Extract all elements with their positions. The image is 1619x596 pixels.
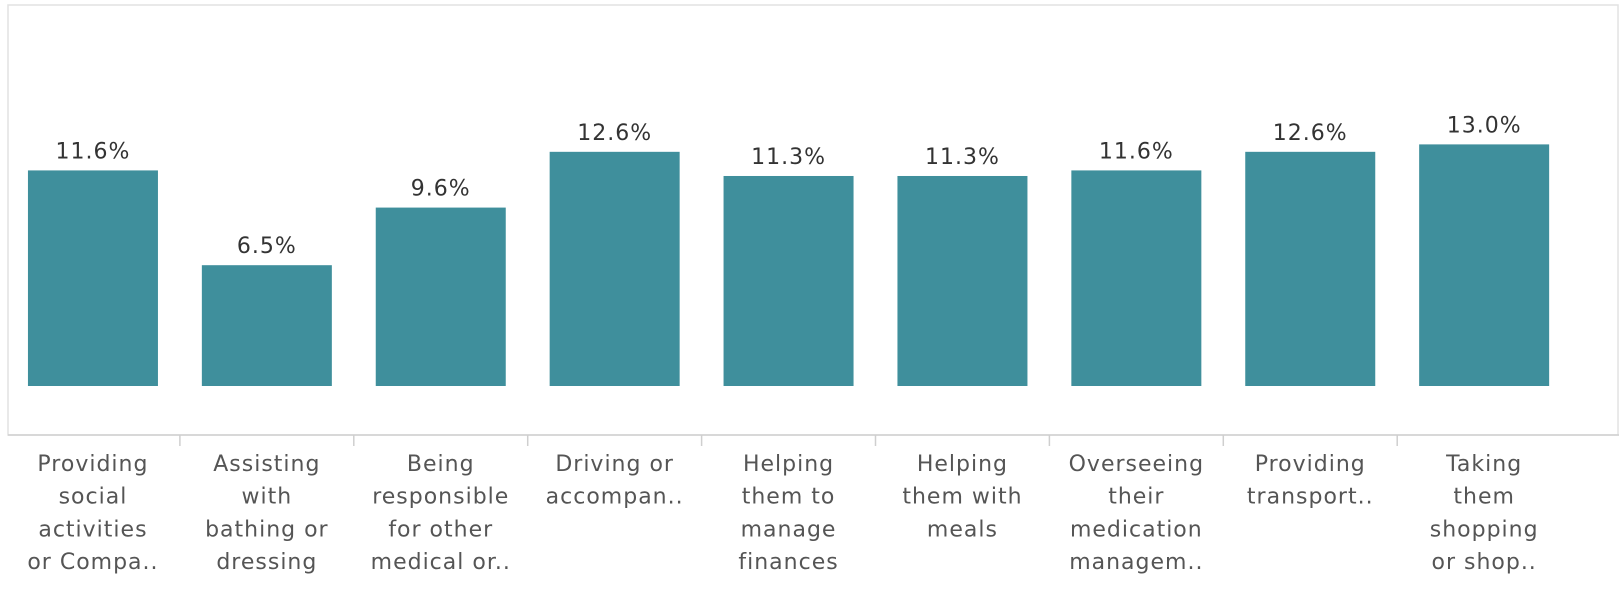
bar xyxy=(1419,144,1550,386)
x-tick-label: Taking xyxy=(1445,452,1522,477)
x-tick-label: Driving or xyxy=(555,452,674,477)
value-label: 11.6% xyxy=(56,139,131,164)
value-label: 11.3% xyxy=(751,145,826,170)
x-tick-label: medical or.. xyxy=(371,550,511,575)
x-tick-label: Being xyxy=(407,452,475,477)
value-label: 6.5% xyxy=(237,234,297,259)
x-tick-label: bathing or xyxy=(205,517,329,542)
x-tick-label: them with xyxy=(902,485,1022,510)
x-tick-label: Helping xyxy=(917,452,1008,477)
x-tick-label: or Compa.. xyxy=(27,550,158,575)
x-tick-label: Overseeing xyxy=(1069,452,1204,477)
bar xyxy=(549,151,680,386)
x-tick-label: their xyxy=(1108,485,1164,510)
x-tick-label: Assisting xyxy=(213,452,320,477)
value-label: 11.3% xyxy=(925,145,1000,170)
x-tick-label: activities xyxy=(38,517,147,542)
x-tick-label: for other xyxy=(388,517,493,542)
x-tick-label: them to xyxy=(742,485,836,510)
bar xyxy=(897,175,1028,386)
x-tick-label: meals xyxy=(927,517,998,542)
bar xyxy=(1245,151,1376,386)
value-label: 9.6% xyxy=(411,177,471,202)
x-tick-label: them xyxy=(1453,485,1515,510)
bar xyxy=(27,170,158,386)
x-tick-label: shopping xyxy=(1430,517,1539,542)
x-tick-label: responsible xyxy=(372,485,509,510)
x-tick-label: Helping xyxy=(743,452,834,477)
x-tick-label: medication xyxy=(1070,517,1203,542)
value-label: 12.6% xyxy=(1273,121,1348,146)
value-label: 12.6% xyxy=(577,121,652,146)
bar xyxy=(375,207,506,386)
x-tick-label: Providing xyxy=(1255,452,1366,477)
x-tick-label: with xyxy=(242,485,293,510)
bar xyxy=(201,265,332,386)
bar xyxy=(723,175,854,386)
x-tick-label: Providing xyxy=(37,452,148,477)
x-tick-label: finances xyxy=(738,550,838,575)
x-tick-label: transport.. xyxy=(1247,485,1374,510)
x-tick-label: accompan.. xyxy=(546,485,684,510)
x-tick-label: dressing xyxy=(216,550,317,575)
value-label: 13.0% xyxy=(1447,113,1522,138)
x-tick-label: or shop.. xyxy=(1431,550,1536,575)
x-tick-label: managem.. xyxy=(1069,550,1203,575)
x-tick-label: manage xyxy=(741,517,837,542)
value-label: 11.6% xyxy=(1099,139,1174,164)
x-tick-label: social xyxy=(59,485,128,510)
bar xyxy=(1071,170,1202,386)
